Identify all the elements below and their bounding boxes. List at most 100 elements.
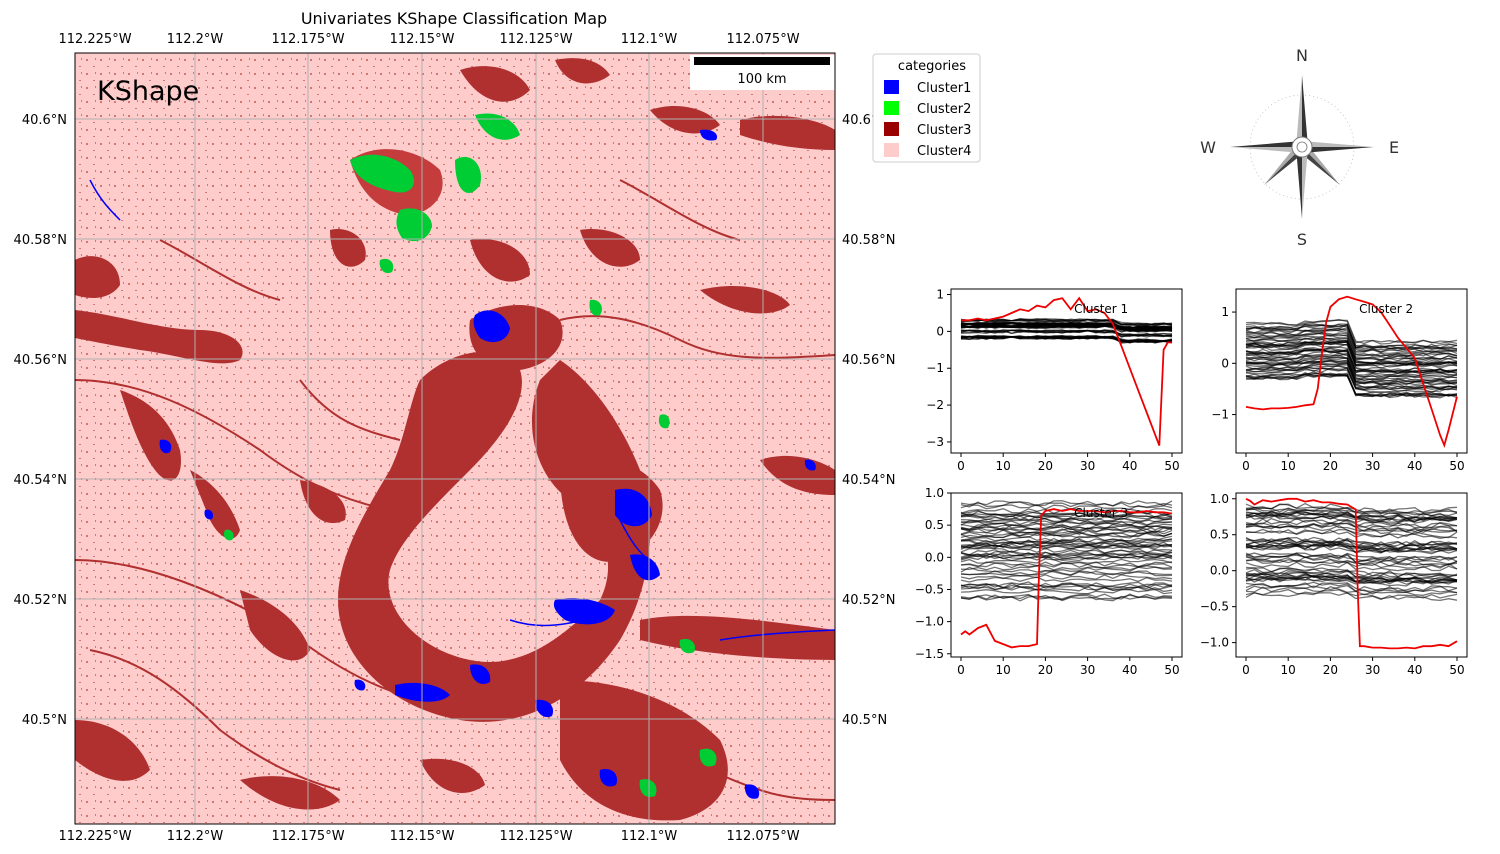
x-tick-label: 40 bbox=[1122, 663, 1137, 677]
y-tick-label: −1.5 bbox=[915, 647, 944, 661]
scale-bar: 100 km bbox=[690, 55, 835, 90]
lat-tick-right: 40.58°N bbox=[842, 233, 895, 248]
lon-tick-bottom: 112.075°W bbox=[726, 829, 799, 844]
lat-tick-left: 40.52°N bbox=[14, 593, 67, 608]
member-line bbox=[960, 323, 1173, 331]
scale-bar-line bbox=[694, 57, 830, 65]
x-tick-label: 40 bbox=[1122, 459, 1137, 473]
chart-plot-area bbox=[1236, 493, 1467, 657]
member-line bbox=[1245, 588, 1458, 600]
legend: categories Cluster1 Cluster2 Cluster3 Clust… bbox=[872, 53, 981, 163]
centroid-line bbox=[1245, 497, 1458, 650]
y-tick-label: 0.5 bbox=[925, 518, 944, 532]
member-line bbox=[960, 549, 1173, 556]
member-line bbox=[1245, 334, 1458, 361]
member-line bbox=[960, 583, 1173, 590]
lat-tick-right: 40.52°N bbox=[842, 593, 895, 608]
member-line bbox=[960, 538, 1173, 545]
member-line bbox=[960, 525, 1173, 532]
y-tick-label: 0 bbox=[1221, 356, 1229, 370]
legend-swatch bbox=[884, 143, 899, 157]
panel-label: KShape bbox=[97, 76, 199, 107]
lon-tick-bottom: 112.125°W bbox=[499, 829, 572, 844]
member-line bbox=[960, 531, 1173, 538]
member-line bbox=[960, 576, 1173, 583]
lat-tick-left: 40.56°N bbox=[14, 353, 67, 368]
y-tick-label: 1.0 bbox=[1210, 492, 1229, 506]
legend-swatch bbox=[884, 122, 899, 136]
member-line bbox=[960, 574, 1173, 580]
member-line bbox=[1245, 529, 1458, 539]
x-tick-label: 30 bbox=[1365, 663, 1380, 677]
member-line bbox=[1246, 528, 1458, 539]
lat-tick-left: 40.6°N bbox=[22, 113, 67, 128]
member-line bbox=[1245, 352, 1458, 378]
y-tick-label: 1.0 bbox=[925, 486, 944, 500]
lon-tick-top: 112.2°W bbox=[167, 32, 224, 47]
x-tick-label: 0 bbox=[957, 459, 965, 473]
y-tick-label: −1.0 bbox=[1200, 636, 1229, 650]
lat-tick-left: 40.58°N bbox=[14, 233, 67, 248]
chart-frame bbox=[950, 288, 1183, 454]
member-line bbox=[960, 517, 1173, 524]
member-line bbox=[960, 529, 1173, 535]
legend-swatch bbox=[884, 101, 899, 115]
y-tick-label: 0 bbox=[936, 324, 944, 338]
member-line bbox=[960, 321, 1173, 330]
lon-tick-top: 112.15°W bbox=[390, 32, 455, 47]
member-line bbox=[1245, 332, 1458, 357]
chart-background bbox=[951, 289, 1182, 453]
lat-tick-right: 40.54°N bbox=[842, 473, 895, 488]
cluster1-channels bbox=[89, 179, 835, 641]
x-tick-label: 40 bbox=[1407, 663, 1422, 677]
lon-tick-top: 112.125°W bbox=[499, 32, 572, 47]
chart-frame bbox=[1235, 492, 1468, 658]
legend-title: categories bbox=[898, 59, 966, 74]
member-line bbox=[1245, 517, 1458, 529]
compass-rose: N S E W bbox=[1200, 46, 1399, 249]
map-frame bbox=[74, 52, 836, 825]
lon-tick-top: 112.075°W bbox=[726, 32, 799, 47]
member-line bbox=[1245, 319, 1458, 345]
member-line bbox=[1245, 544, 1458, 554]
member-line bbox=[1245, 585, 1458, 596]
member-line bbox=[960, 514, 1173, 521]
cluster1-regions bbox=[159, 129, 816, 799]
member-line bbox=[1245, 502, 1458, 514]
cluster2-regions bbox=[223, 113, 717, 798]
x-tick-label: 10 bbox=[1281, 663, 1296, 677]
member-line bbox=[1245, 584, 1458, 595]
member-line bbox=[1245, 348, 1458, 374]
x-tick-label: 0 bbox=[957, 663, 965, 677]
member-line bbox=[1245, 536, 1458, 547]
member-line bbox=[1245, 328, 1458, 355]
member-line bbox=[1245, 371, 1458, 398]
scale-bar-label: 100 km bbox=[737, 72, 786, 87]
y-tick-label: −0.5 bbox=[1200, 600, 1229, 614]
legend-box bbox=[872, 53, 981, 163]
member-line bbox=[1245, 510, 1458, 520]
compass-west: W bbox=[1200, 138, 1216, 157]
member-line bbox=[960, 329, 1173, 338]
chart-frame bbox=[950, 492, 1183, 658]
legend-label: Cluster4 bbox=[917, 144, 971, 159]
member-line bbox=[960, 588, 1173, 595]
lat-tick-right: 40.5°N bbox=[842, 713, 887, 728]
y-tick-label: 1 bbox=[1221, 305, 1229, 319]
member-series bbox=[1245, 318, 1458, 399]
member-line bbox=[1245, 572, 1458, 583]
y-tick-label: −3 bbox=[926, 435, 944, 449]
chart-label: Cluster 3 bbox=[1074, 506, 1128, 520]
longitude-ticks-bottom: 112.225°W 112.2°W 112.175°W 112.15°W 112.125… bbox=[58, 829, 799, 844]
lon-tick-bottom: 112.1°W bbox=[621, 829, 678, 844]
member-line bbox=[960, 552, 1173, 559]
member-line bbox=[960, 562, 1173, 569]
cluster-4-chart: 0 10 20 30 40 50 1.0 0.5 0.0 −0.5 −1.0 bbox=[1200, 492, 1468, 677]
member-line bbox=[960, 541, 1173, 548]
x-tick-label: 20 bbox=[1323, 663, 1338, 677]
member-line bbox=[1245, 540, 1458, 551]
member-line bbox=[1245, 568, 1458, 579]
member-line bbox=[1245, 340, 1458, 367]
